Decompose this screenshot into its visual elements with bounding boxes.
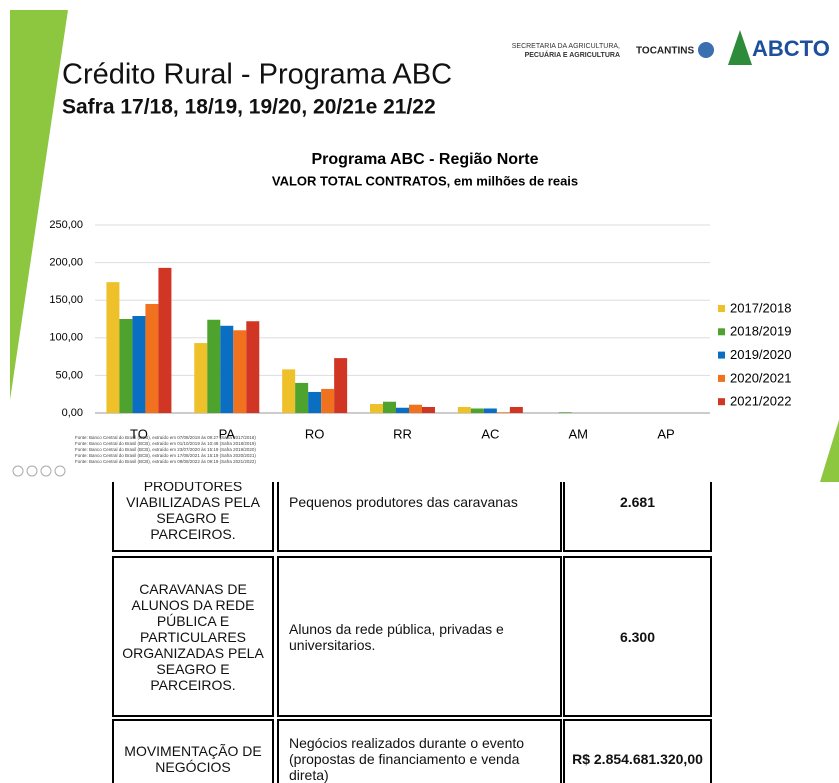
bar <box>119 319 133 413</box>
y-tick-label: 200,00 <box>49 257 83 269</box>
bar <box>457 406 471 413</box>
nav-icons <box>12 465 66 477</box>
bar <box>422 406 435 413</box>
source-note: Fonte: Banco Central do Brasil (BCB), ex… <box>75 441 256 446</box>
y-tick-label: 50,00 <box>55 369 83 381</box>
source-note: Fonte: Banco Central do Brasil (BCB), ex… <box>75 447 256 452</box>
x-tick-label: AC <box>481 426 499 441</box>
legend-label: 2020/2021 <box>730 370 791 385</box>
bar <box>132 315 146 413</box>
bar <box>409 404 422 413</box>
logo-icon <box>698 42 714 58</box>
x-tick-label: RO <box>305 426 325 441</box>
y-tick-label: 0,00 <box>62 407 83 419</box>
logo-text: ABCTO <box>752 36 830 61</box>
table: PRODUTORES VIABILIZADAS PELA SEAGRO E PA… <box>0 482 839 783</box>
slide: Crédito Rural - Programa ABC Safra 17/18… <box>10 10 839 482</box>
bar <box>509 406 523 413</box>
source-note: Fonte: Banco Central do Brasil (BCB), ex… <box>75 453 256 458</box>
bar <box>295 382 309 413</box>
cell-text: 2.681 <box>619 494 656 510</box>
legend-swatch <box>718 374 725 382</box>
cell-text: R$ 2.854.681.320,00 <box>572 751 703 767</box>
bar <box>470 408 484 413</box>
table-cell: CARAVANAS DE ALUNOS DA REDE PÚBLICA E PA… <box>112 556 274 717</box>
slide-subtitle: Safra 17/18, 18/19, 19/20, 20/21e 21/22 <box>62 96 436 119</box>
legend-label: 2017/2018 <box>730 300 791 315</box>
bar <box>334 358 348 413</box>
bar <box>158 267 172 413</box>
bar <box>220 325 234 413</box>
table-cell: Negócios realizados durante o evento (pr… <box>277 719 562 783</box>
cell-text: Negócios realizados durante o evento (pr… <box>289 735 525 783</box>
cell-text: Alunos da rede pública, privadas e unive… <box>289 620 504 653</box>
y-tick-label: 150,00 <box>49 294 83 306</box>
x-tick-label: PA <box>219 426 236 441</box>
bar <box>145 303 159 413</box>
cell-text: 6.300 <box>619 628 656 645</box>
bar <box>383 401 396 413</box>
x-tick-label: AM <box>568 426 588 441</box>
x-tick-label: RR <box>393 426 412 441</box>
legend-label: 2019/2020 <box>730 347 791 362</box>
cell-text: Pequenos produtores das caravanas <box>289 494 518 510</box>
logo-icon <box>728 30 752 65</box>
table-cell: Pequenos produtores das caravanas <box>277 482 562 552</box>
bar <box>106 282 120 413</box>
legend-swatch <box>718 305 725 312</box>
logo-text: TOCANTINS <box>636 46 694 57</box>
source-note: Fonte: Banco Central do Brasil (BCB), ex… <box>75 459 256 464</box>
source-note: Fonte: Banco Central do Brasil (BCB), ex… <box>75 435 256 440</box>
y-tick-label: 250,00 <box>49 219 83 231</box>
bar <box>308 391 322 413</box>
table-cell: Alunos da rede pública, privadas e unive… <box>277 556 562 717</box>
legend-swatch <box>718 328 725 336</box>
bar <box>246 321 260 413</box>
legend-label: 2021/2022 <box>730 394 791 409</box>
legend-label: 2018/2019 <box>730 324 791 339</box>
bar <box>396 407 409 413</box>
accent <box>10 10 68 400</box>
table-cell: 2.681 <box>563 482 712 552</box>
legend-swatch <box>718 351 725 359</box>
table-cell: 6.300 <box>563 556 712 717</box>
chart-subtitle: VALOR TOTAL CONTRATOS, em milhões de rea… <box>272 173 578 188</box>
bar <box>233 330 247 413</box>
bar <box>282 369 296 413</box>
slide-title: Crédito Rural - Programa ABC <box>62 59 452 91</box>
cell-text: PRODUTORES VIABILIZADAS PELA SEAGRO E PA… <box>126 482 260 542</box>
logo-text: PECUÁRIA E AGRICULTURA <box>525 50 620 59</box>
table-cell: PRODUTORES VIABILIZADAS PELA SEAGRO E PA… <box>112 482 274 552</box>
accent <box>820 420 839 482</box>
bar <box>370 403 383 413</box>
cell-text: CARAVANAS DE ALUNOS DA REDE PÚBLICA E PA… <box>122 580 264 693</box>
cell-text: MOVIMENTAÇÃO DE NEGÓCIOS <box>124 743 262 775</box>
table-cell: MOVIMENTAÇÃO DE NEGÓCIOS <box>112 719 274 783</box>
bar <box>558 412 572 413</box>
x-tick-label: TO <box>130 426 148 441</box>
legend-swatch <box>718 398 725 406</box>
table-cell: R$ 2.854.681.320,00 <box>563 719 712 783</box>
chart-title: Programa ABC - Região Norte <box>312 151 539 168</box>
bar <box>483 408 497 413</box>
bar <box>207 319 221 413</box>
bar <box>194 343 208 413</box>
x-tick-label: AP <box>657 426 674 441</box>
bar <box>321 388 335 413</box>
logo-text: SECRETARIA DA AGRICULTURA, <box>512 43 620 50</box>
y-tick-label: 100,00 <box>49 332 83 344</box>
bar <box>496 412 510 413</box>
